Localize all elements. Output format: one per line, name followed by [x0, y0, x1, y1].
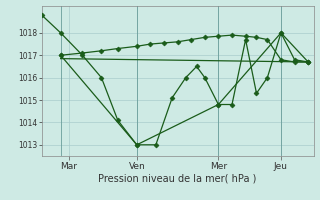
X-axis label: Pression niveau de la mer( hPa ): Pression niveau de la mer( hPa ): [99, 173, 257, 183]
